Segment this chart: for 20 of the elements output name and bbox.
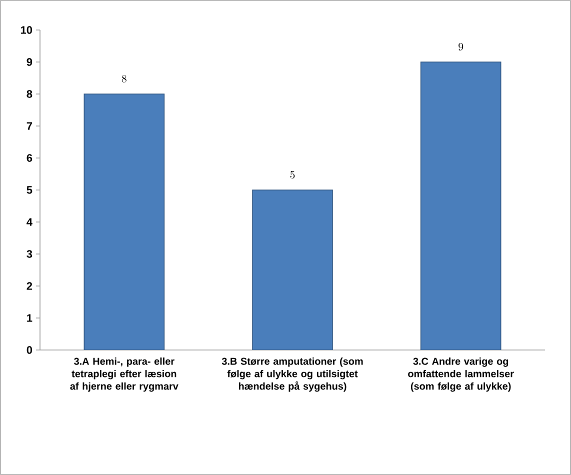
y-tick-label: 3 <box>26 250 32 258</box>
data-label: 8 <box>122 75 126 82</box>
y-tick-label: 6 <box>26 154 32 162</box>
x-tick-label: 3.B Større amputationer (som følge af ulykke og utilsigtet hændelse på sygehus) <box>222 358 363 392</box>
x-tick-label: 3.A Hemi-, para- eller tetraplegi efter læsion af hjerne eller rygmarv <box>70 358 178 392</box>
y-tick-label: 5 <box>26 186 32 194</box>
data-label: 9 <box>458 43 464 50</box>
y-tick-label: 4 <box>26 218 32 226</box>
y-tick-label: 8 <box>26 90 32 98</box>
y-tick-label: 7 <box>26 122 32 130</box>
data-label: 5 <box>290 171 295 178</box>
bar <box>252 190 333 350</box>
y-tick-label: 2 <box>26 282 32 290</box>
bar <box>420 62 502 350</box>
y-tick-label: 10 <box>20 26 32 34</box>
y-tick-label: 0 <box>26 346 32 354</box>
bar <box>84 94 165 350</box>
y-tick-label: 1 <box>27 314 32 322</box>
x-tick-label: 3.C Andre varige og omfattende lammelser (som følge af ulykke) <box>408 358 514 392</box>
y-tick-label: 9 <box>26 58 32 66</box>
